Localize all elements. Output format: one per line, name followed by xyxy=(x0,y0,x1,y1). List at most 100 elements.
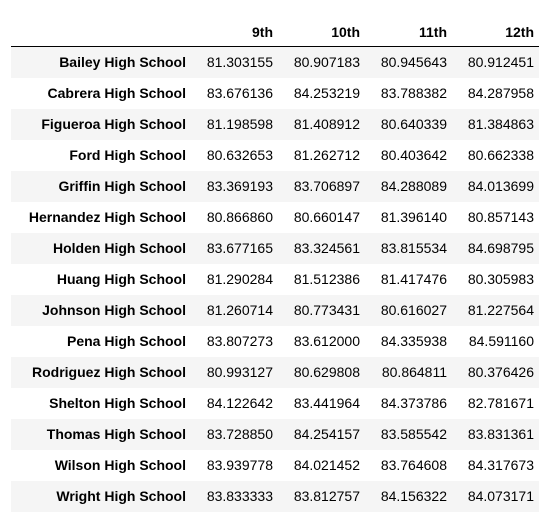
column-header-10th: 10th xyxy=(278,18,365,47)
score-cell: 84.253219 xyxy=(293,84,360,101)
score-cell: 83.812757 xyxy=(293,487,360,504)
score-cell: 83.833333 xyxy=(206,487,273,504)
table-row: Bailey High School 81.303155 80.907183 80.9… xyxy=(11,46,539,78)
score-cell: 83.831361 xyxy=(467,425,534,442)
table-body: Bailey High School 81.303155 80.907183 80.9… xyxy=(11,46,539,512)
score-cell: 80.993127 xyxy=(206,363,273,380)
scores-by-grade-table: 9th 10th 11th 12th Bailey High School 81.… xyxy=(11,18,539,512)
table-row: Hernandez High School 80.866860 80.660147 8… xyxy=(11,201,539,233)
score-cell: 83.706897 xyxy=(293,177,360,194)
table-row: Rodriguez High School 80.993127 80.629808 8… xyxy=(11,356,539,388)
row-index-school-name: Bailey High School xyxy=(59,53,186,70)
row-index-school-name: Wilson High School xyxy=(54,456,186,473)
score-cell: 80.305983 xyxy=(467,270,534,287)
score-cell: 82.781671 xyxy=(467,394,534,411)
score-cell: 83.441964 xyxy=(293,394,360,411)
column-header-12th: 12th xyxy=(452,18,539,47)
score-cell: 84.287958 xyxy=(467,84,534,101)
score-cell: 83.676136 xyxy=(206,84,273,101)
row-index-school-name: Hernandez High School xyxy=(28,208,186,225)
row-index-school-name: Figueroa High School xyxy=(41,115,186,132)
score-cell: 80.773431 xyxy=(293,301,360,318)
score-cell: 84.591160 xyxy=(468,332,534,349)
score-cell: 83.728850 xyxy=(206,425,273,442)
table-row: Holden High School 83.677165 83.324561 83.8… xyxy=(11,232,539,264)
row-index-school-name: Pena High School xyxy=(66,332,186,349)
score-cell: 81.408912 xyxy=(293,115,360,132)
index-header xyxy=(11,18,191,47)
score-cell: 83.612000 xyxy=(293,332,360,349)
score-cell: 83.585542 xyxy=(380,425,447,442)
score-cell: 83.939778 xyxy=(206,456,273,473)
score-cell: 84.073171 xyxy=(467,487,534,504)
score-cell: 80.907183 xyxy=(293,53,360,70)
table-row: Pena High School 83.807273 83.612000 84.335… xyxy=(11,325,539,357)
row-index-school-name: Shelton High School xyxy=(49,394,186,411)
score-cell: 81.417476 xyxy=(380,270,447,287)
table-row: Wright High School 83.833333 83.812757 84.1… xyxy=(11,480,539,512)
score-cell: 84.013699 xyxy=(467,177,534,194)
score-cell: 84.156322 xyxy=(380,487,447,504)
score-cell: 84.698795 xyxy=(467,239,534,256)
score-cell: 84.335938 xyxy=(380,332,447,349)
score-cell: 81.227564 xyxy=(467,301,534,318)
row-index-school-name: Thomas High School xyxy=(46,425,186,442)
score-cell: 81.396140 xyxy=(380,208,447,225)
score-cell: 80.662338 xyxy=(467,146,534,163)
score-cell: 84.288089 xyxy=(380,177,447,194)
table-row: Ford High School 80.632653 81.262712 80.403… xyxy=(11,139,539,171)
column-header-9th: 9th xyxy=(191,18,278,47)
table-row: Thomas High School 83.728850 84.254157 83.5… xyxy=(11,418,539,450)
row-index-school-name: Huang High School xyxy=(56,270,186,287)
row-index-school-name: Holden High School xyxy=(53,239,186,256)
score-cell: 81.198598 xyxy=(206,115,273,132)
score-cell: 81.303155 xyxy=(206,53,273,70)
score-cell: 80.866860 xyxy=(206,208,273,225)
score-cell: 83.677165 xyxy=(206,239,273,256)
score-cell: 84.317673 xyxy=(467,456,534,473)
score-cell: 81.262712 xyxy=(293,146,360,163)
score-cell: 83.369193 xyxy=(206,177,273,194)
row-index-school-name: Griffin High School xyxy=(58,177,186,194)
score-cell: 84.021452 xyxy=(293,456,360,473)
score-cell: 84.373786 xyxy=(380,394,447,411)
row-index-school-name: Wright High School xyxy=(56,487,186,504)
score-cell: 80.864811 xyxy=(381,363,447,380)
score-cell: 83.807273 xyxy=(206,332,273,349)
score-cell: 80.376426 xyxy=(467,363,534,380)
table-row: Johnson High School 81.260714 80.773431 80.… xyxy=(11,294,539,326)
score-cell: 83.324561 xyxy=(293,239,360,256)
score-cell: 80.632653 xyxy=(206,146,273,163)
score-cell: 81.260714 xyxy=(206,301,273,318)
score-cell: 83.788382 xyxy=(380,84,447,101)
score-cell: 84.122642 xyxy=(206,394,273,411)
row-index-school-name: Johnson High School xyxy=(42,301,186,318)
score-cell: 80.629808 xyxy=(293,363,360,380)
score-cell: 80.660147 xyxy=(293,208,360,225)
score-cell: 80.403642 xyxy=(380,146,447,163)
table-header: 9th 10th 11th 12th xyxy=(11,18,539,47)
score-cell: 80.912451 xyxy=(467,53,534,70)
score-cell: 80.945643 xyxy=(380,53,447,70)
column-header-11th: 11th xyxy=(365,18,452,47)
score-cell: 84.254157 xyxy=(293,425,360,442)
score-cell: 83.815534 xyxy=(380,239,447,256)
score-cell: 80.616027 xyxy=(380,301,447,318)
table-row: Cabrera High School 83.676136 84.253219 83.… xyxy=(11,77,539,109)
score-cell: 83.764608 xyxy=(380,456,447,473)
row-index-school-name: Cabrera High School xyxy=(47,84,186,101)
table-row: Figueroa High School 81.198598 81.408912 80… xyxy=(11,108,539,140)
table-row: Griffin High School 83.369193 83.706897 84.… xyxy=(11,170,539,202)
score-cell: 80.640339 xyxy=(380,115,447,132)
table-row: Shelton High School 84.122642 83.441964 84.… xyxy=(11,387,539,419)
score-cell: 81.290284 xyxy=(206,270,273,287)
header-row: 9th 10th 11th 12th xyxy=(11,18,539,47)
score-cell: 81.512386 xyxy=(293,270,360,287)
table-row: Wilson High School 83.939778 84.021452 83.7… xyxy=(11,449,539,481)
row-index-school-name: Ford High School xyxy=(69,146,186,163)
table-row: Huang High School 81.290284 81.512386 81.41… xyxy=(11,263,539,295)
score-cell: 80.857143 xyxy=(467,208,534,225)
row-index-school-name: Rodriguez High School xyxy=(32,363,186,380)
score-cell: 81.384863 xyxy=(467,115,534,132)
